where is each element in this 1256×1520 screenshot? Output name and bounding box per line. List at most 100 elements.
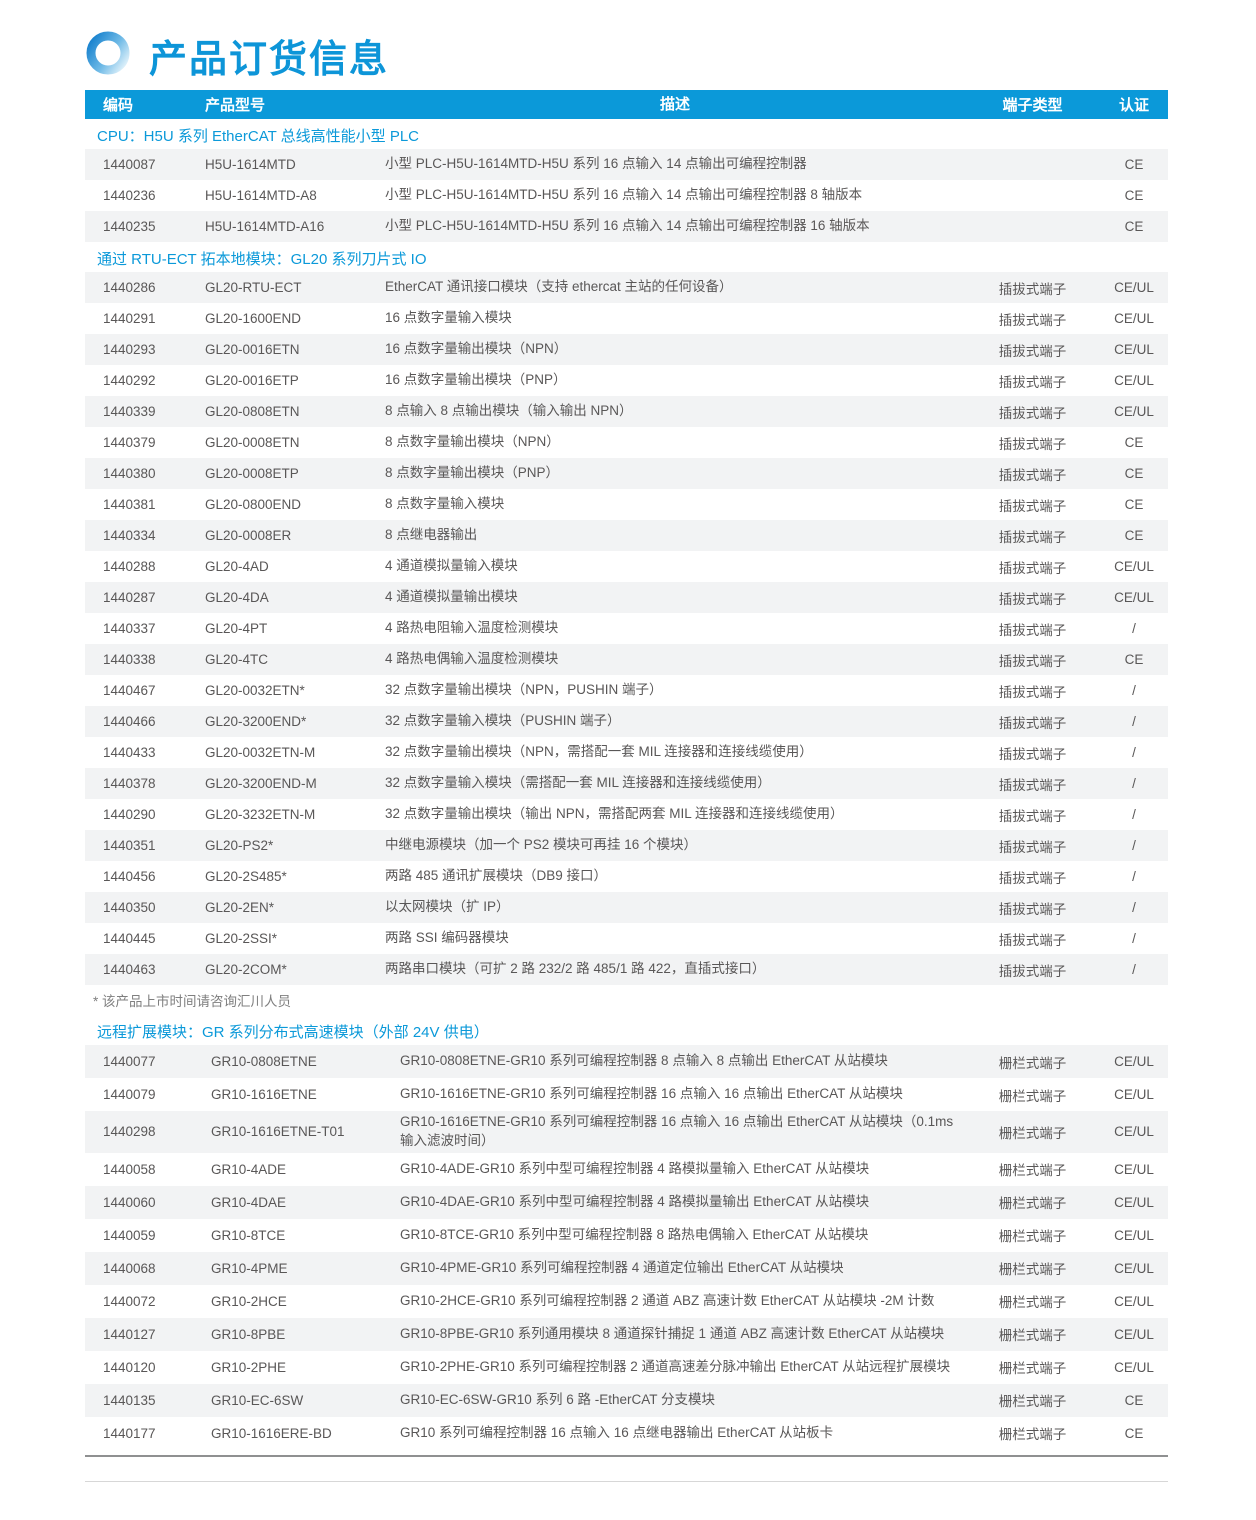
cell-desc: 两路 485 通讯扩展模块（DB9 接口） bbox=[385, 868, 608, 884]
table-row: 1440072 GR10-2HCE GR10-2HCE-GR10 系列可编程控制器 … bbox=[85, 1285, 1168, 1318]
cell-desc: 以太网模块（扩 IP） bbox=[385, 899, 510, 915]
cell-desc: 小型 PLC-H5U-1614MTD-H5U 系列 16 点输入 14 点输出可… bbox=[385, 156, 807, 172]
cell-terminal: 插拔式端子 bbox=[998, 746, 1067, 762]
section-rows-h5u: 1440087 H5U-1614MTD 小型 PLC-H5U-1614MTD-H5U… bbox=[85, 149, 1168, 242]
cell-code: 1440337 bbox=[103, 621, 156, 636]
cell-cert: CE/UL bbox=[1114, 1124, 1154, 1140]
table-row: 1440351 GL20-PS2* 中继电源模块（加一个 PS2 模块可再挂 16 … bbox=[85, 830, 1168, 861]
table-row: 1440463 GL20-2COM* 两路串口模块（可扩 2 路 232/2 路 4… bbox=[85, 954, 1168, 985]
cell-model: GR10-2HCE bbox=[211, 1293, 287, 1309]
cell-terminal: 栅栏式端子 bbox=[998, 1394, 1067, 1410]
table-row: 1440120 GR10-2PHE GR10-2PHE-GR10 系列可编程控制器 … bbox=[85, 1351, 1168, 1384]
cell-code: 1440120 bbox=[103, 1359, 156, 1375]
cell-terminal: 栅栏式端子 bbox=[998, 1328, 1067, 1344]
section-label-gl20: 通过 RTU-ECT 拓本地模块：GL20 系列刀片式 IO bbox=[97, 251, 427, 268]
table-row: 1440338 GL20-4TC 4 路热电偶输入温度检测模块 插拔式端子 CE bbox=[85, 644, 1168, 675]
cell-code: 1440456 bbox=[103, 869, 156, 884]
cell-desc: EtherCAT 通讯接口模块（支持 ethercat 主站的任何设备） bbox=[385, 279, 733, 295]
bottom-divider-strong bbox=[85, 1454, 1168, 1457]
cell-terminal: 插拔式端子 bbox=[998, 281, 1067, 297]
cell-desc: 小型 PLC-H5U-1614MTD-H5U 系列 16 点输入 14 点输出可… bbox=[385, 187, 863, 203]
cell-model: GR10-1616ERE-BD bbox=[211, 1425, 332, 1441]
header-model: 产品型号 bbox=[205, 97, 266, 114]
cell-desc: 4 路热电偶输入温度检测模块 bbox=[385, 651, 559, 667]
cell-code: 1440077 bbox=[103, 1054, 156, 1069]
table-row: 1440380 GL20-0008ETP 8 点数字量输出模块（PNP） 插拔式端子 C… bbox=[85, 458, 1168, 489]
cell-code: 1440235 bbox=[103, 219, 156, 234]
cell-code: 1440466 bbox=[103, 714, 156, 729]
cell-desc: GR10-2HCE-GR10 系列可编程控制器 2 通道 ABZ 高速计数 Et… bbox=[400, 1292, 935, 1308]
cell-desc: 8 点数字量输出模块（NPN） bbox=[385, 434, 560, 450]
cell-terminal: 栅栏式端子 bbox=[998, 1229, 1067, 1245]
table-row: 1440298 GR10-1616ETNE-T01 GR10-1616ETNE-GR… bbox=[85, 1111, 1168, 1153]
cell-code: 1440286 bbox=[103, 280, 156, 295]
header-cert: 认证 bbox=[1118, 97, 1149, 114]
cell-cert: / bbox=[1132, 931, 1136, 946]
cell-cert: CE/UL bbox=[1114, 1359, 1154, 1375]
cell-code: 1440079 bbox=[103, 1087, 156, 1102]
cell-code: 1440293 bbox=[103, 342, 156, 357]
table-row: 1440466 GL20-3200END* 32 点数字量输入模块（PUSHIN 端… bbox=[85, 706, 1168, 737]
cell-cert: / bbox=[1132, 838, 1136, 853]
table-row: 1440079 GR10-1616ETNE GR10-1616ETNE-GR10 系… bbox=[85, 1078, 1168, 1111]
cell-terminal: 插拔式端子 bbox=[998, 529, 1067, 545]
cell-code: 1440290 bbox=[103, 807, 156, 822]
cell-cert: CE bbox=[1124, 219, 1144, 234]
cell-cert: / bbox=[1132, 869, 1136, 884]
cell-desc: 两路 SSI 编码器模块 bbox=[385, 930, 509, 946]
cell-cert: CE/UL bbox=[1114, 1227, 1154, 1243]
cell-terminal: 插拔式端子 bbox=[998, 839, 1067, 855]
cell-model: GL20-0008ETP bbox=[205, 466, 299, 481]
cell-desc: GR10-8PBE-GR10 系列通用模块 8 通道探针捕捉 1 通道 ABZ … bbox=[400, 1325, 945, 1341]
cell-terminal: 栅栏式端子 bbox=[998, 1361, 1067, 1377]
cell-model: GL20-3200END* bbox=[205, 714, 307, 729]
cell-model: GR10-2PHE bbox=[211, 1359, 287, 1375]
cell-cert: CE/UL bbox=[1114, 342, 1154, 357]
table-row: 1440379 GL20-0008ETN 8 点数字量输出模块（NPN） 插拔式端子 C… bbox=[85, 427, 1168, 458]
cell-terminal: 栅栏式端子 bbox=[998, 1295, 1067, 1311]
cell-terminal: 插拔式端子 bbox=[998, 870, 1067, 886]
table-row: 1440292 GL20-0016ETP 16 点数字量输出模块（PNP） 插拔式端子… bbox=[85, 365, 1168, 396]
cell-model: GR10-1616ETNE-T01 bbox=[211, 1124, 345, 1140]
cell-code: 1440288 bbox=[103, 559, 156, 574]
cell-code: 1440060 bbox=[103, 1194, 156, 1210]
cell-desc: 8 点输入 8 点输出模块（输入输出 NPN） bbox=[385, 403, 633, 419]
cell-model: GR10-4DAE bbox=[211, 1194, 287, 1210]
cell-code: 1440380 bbox=[103, 466, 156, 481]
cell-cert: CE bbox=[1124, 528, 1144, 543]
cell-cert: CE/UL bbox=[1114, 311, 1154, 326]
cell-code: 1440059 bbox=[103, 1227, 156, 1243]
cell-desc: 4 通道模拟量输入模块 bbox=[385, 558, 518, 574]
cell-desc: GR10-4DAE-GR10 系列中型可编程控制器 4 路模拟量输出 Ether… bbox=[400, 1193, 870, 1209]
cell-model: GL20-4PT bbox=[205, 621, 268, 636]
cell-cert: / bbox=[1132, 900, 1136, 915]
cell-cert: CE bbox=[1124, 188, 1144, 203]
cell-model: GL20-1600END bbox=[205, 311, 302, 326]
cell-model: H5U-1614MTD-A16 bbox=[205, 219, 325, 234]
cell-model: GL20-2SSI* bbox=[205, 931, 278, 946]
header-desc: 描述 bbox=[659, 96, 690, 113]
cell-desc: 小型 PLC-H5U-1614MTD-H5U 系列 16 点输入 14 点输出可… bbox=[385, 218, 870, 234]
table-row: 1440456 GL20-2S485* 两路 485 通讯扩展模块（DB9 接口） 插… bbox=[85, 861, 1168, 892]
cell-code: 1440351 bbox=[103, 838, 156, 853]
cell-code: 1440433 bbox=[103, 745, 156, 760]
cell-model: GL20-4AD bbox=[205, 559, 269, 574]
cell-code: 1440463 bbox=[103, 962, 156, 977]
cell-terminal: 栅栏式端子 bbox=[998, 1125, 1067, 1141]
cell-model: GR10-EC-6SW bbox=[211, 1392, 304, 1408]
cell-terminal: 插拔式端子 bbox=[998, 591, 1067, 607]
cell-cert: CE/UL bbox=[1114, 1161, 1154, 1177]
cell-desc: GR10-4PME-GR10 系列可编程控制器 4 通道定位输出 EtherCA… bbox=[400, 1259, 844, 1275]
cell-model: GL20-2EN* bbox=[205, 900, 275, 915]
table-row: 1440291 GL20-1600END 16 点数字量输入模块 插拔式端子 CE/UL bbox=[85, 303, 1168, 334]
cell-desc: 4 通道模拟量输出模块 bbox=[385, 589, 518, 605]
cell-code: 1440298 bbox=[103, 1124, 156, 1140]
table-row: 1440445 GL20-2SSI* 两路 SSI 编码器模块 插拔式端子 / bbox=[85, 923, 1168, 954]
cell-model: GR10-1616ETNE bbox=[211, 1087, 317, 1102]
table-row: 1440236 H5U-1614MTD-A8 小型 PLC-H5U-1614MTD-… bbox=[85, 180, 1168, 211]
cell-cert: / bbox=[1132, 745, 1136, 760]
cell-desc: 8 点数字量输出模块（PNP） bbox=[385, 465, 560, 481]
cell-cert: CE/UL bbox=[1114, 404, 1154, 419]
cell-cert: / bbox=[1132, 807, 1136, 822]
ring-icon bbox=[85, 30, 131, 81]
